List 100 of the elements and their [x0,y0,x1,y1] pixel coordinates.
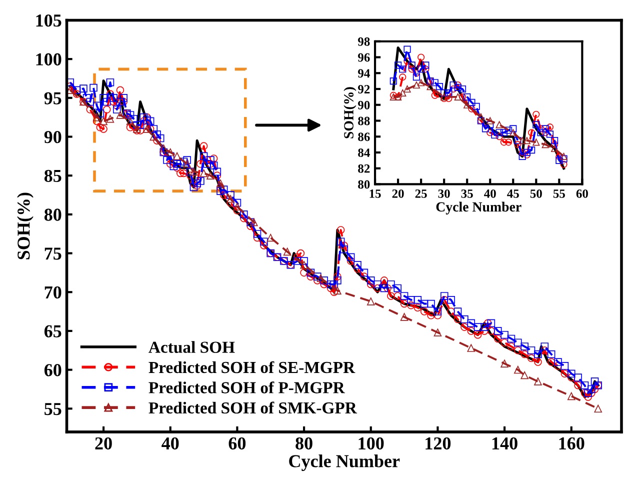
point [467,344,476,352]
point [106,114,114,123]
legend-label: Predicted SOH of SE-MGPR [148,361,356,374]
point [233,202,242,211]
y-tick-label: 85 [44,170,62,182]
point [366,298,375,306]
point [440,89,448,96]
x-tick-label: 160 [559,437,584,450]
point [450,81,457,89]
point [528,146,536,154]
point [399,89,406,96]
x-tick-label: 140 [492,437,518,450]
y-tick-label: 94 [358,69,370,78]
point [532,110,540,118]
point [166,148,174,156]
point [216,179,224,188]
point [250,218,258,226]
point [468,98,476,106]
point [472,102,480,110]
point [482,125,490,132]
point [412,81,420,89]
point [434,328,442,336]
point [520,371,528,380]
point [408,62,416,69]
x-tick-label: 35 [461,189,473,198]
point [300,261,308,269]
x-axis-title: Cycle Number [436,202,522,214]
point [551,144,558,152]
point [116,111,124,119]
point [445,89,452,96]
point [518,152,526,160]
point [445,94,452,102]
point [100,117,108,126]
point [537,125,544,132]
x-tick-label: 45 [507,190,519,198]
x-tick-label: 30 [438,189,450,198]
point [486,129,494,136]
point [200,169,208,178]
point [504,126,512,134]
point [190,168,198,176]
y-tick-label: 90 [358,100,370,110]
x-tick-label: 60 [228,437,246,450]
y-tick-label: 70 [44,286,62,299]
point [534,378,542,386]
point [160,144,168,152]
point [500,360,508,368]
point [404,46,411,53]
point [551,137,558,144]
x-tick-label: 20 [95,437,112,450]
x-tick-label: 25 [415,189,427,198]
x-tick-label: 40 [162,437,179,450]
point [183,160,191,168]
legend-label: Actual SOH [148,341,235,353]
legend-label: Predicted SOH of P-MGPR [148,381,345,394]
point [418,54,425,61]
y-tick-label: 60 [44,364,62,376]
point [454,93,462,100]
point [500,138,508,146]
x-tick-label: 120 [426,437,451,450]
point [412,70,420,77]
x-tick-label: 60 [576,189,588,198]
x-tick-label: 80 [296,437,312,450]
point [226,194,234,203]
point [422,62,430,69]
point [394,62,402,69]
point [496,133,503,140]
y-tick-label: 84 [358,148,370,157]
y-tick-label: 98 [358,37,370,46]
point [514,137,522,144]
y-tick-label: 95 [44,92,62,104]
point [510,129,517,136]
legend-label: Predicted SOH of SMK-GPR [148,402,358,414]
point [546,124,554,131]
point [542,140,549,148]
point [464,101,471,108]
point [528,129,536,136]
point [556,156,563,164]
point [496,129,503,136]
y-tick-label: 55 [44,403,62,416]
y-tick-label: 75 [44,248,62,260]
point [560,155,568,162]
point [477,113,484,120]
x-tick-label: 50 [530,189,542,198]
point [551,140,558,148]
point [560,152,568,160]
point [542,125,549,132]
point [92,113,101,122]
point [514,140,522,148]
y-tick-label: 65 [44,325,62,338]
point [518,137,526,144]
point [206,172,214,180]
point [390,78,397,85]
point [408,66,416,73]
point [418,66,425,73]
point [523,151,530,158]
y-tick-label: 80 [358,180,370,189]
point [491,131,498,139]
point [537,129,544,136]
point [523,148,530,156]
point [458,93,466,100]
